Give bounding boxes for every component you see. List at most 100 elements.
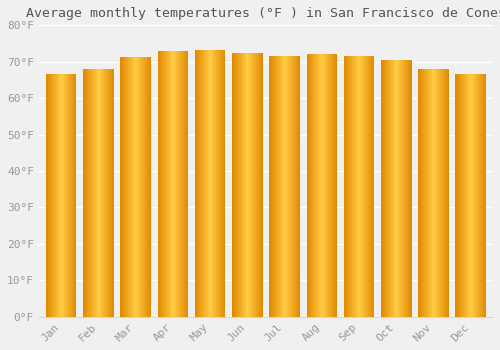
Bar: [311, 55, 312, 317]
Bar: [289, 56, 290, 317]
Bar: [145, 57, 146, 317]
Bar: [108, 69, 109, 317]
Bar: [69, 75, 70, 317]
Bar: [186, 51, 187, 317]
Bar: [173, 51, 174, 317]
Bar: [408, 60, 409, 317]
Bar: [213, 50, 214, 317]
Bar: [394, 60, 395, 317]
Bar: [352, 56, 353, 317]
Bar: [440, 69, 441, 317]
Bar: [177, 51, 178, 317]
Bar: [88, 69, 89, 317]
Bar: [334, 55, 335, 317]
Bar: [280, 56, 281, 317]
Bar: [270, 56, 271, 317]
Bar: [306, 55, 307, 317]
Bar: [482, 75, 483, 317]
Bar: [373, 56, 374, 317]
Bar: [99, 69, 100, 317]
Bar: [278, 56, 279, 317]
Bar: [171, 51, 172, 317]
Bar: [437, 69, 438, 317]
Bar: [441, 69, 442, 317]
Bar: [383, 60, 384, 317]
Bar: [180, 51, 181, 317]
Bar: [442, 69, 444, 317]
Bar: [49, 75, 50, 317]
Bar: [259, 52, 260, 317]
Bar: [395, 60, 396, 317]
Bar: [409, 60, 410, 317]
Bar: [359, 56, 360, 317]
Bar: [52, 75, 53, 317]
Bar: [135, 57, 136, 317]
Bar: [462, 75, 463, 317]
Bar: [369, 56, 370, 317]
Bar: [244, 52, 245, 317]
Bar: [216, 50, 217, 317]
Bar: [328, 55, 329, 317]
Bar: [478, 75, 480, 317]
Bar: [170, 51, 171, 317]
Bar: [349, 56, 350, 317]
Bar: [286, 56, 287, 317]
Bar: [92, 69, 93, 317]
Bar: [208, 50, 209, 317]
Bar: [98, 69, 99, 317]
Bar: [66, 75, 68, 317]
Bar: [464, 75, 465, 317]
Bar: [72, 75, 74, 317]
Bar: [48, 75, 49, 317]
Bar: [386, 60, 387, 317]
Bar: [172, 51, 173, 317]
Bar: [324, 55, 325, 317]
Bar: [400, 60, 401, 317]
Bar: [279, 56, 280, 317]
Bar: [181, 51, 182, 317]
Bar: [199, 50, 200, 317]
Bar: [242, 52, 243, 317]
Bar: [272, 56, 273, 317]
Bar: [364, 56, 365, 317]
Bar: [164, 51, 165, 317]
Bar: [360, 56, 361, 317]
Bar: [198, 50, 199, 317]
Bar: [107, 69, 108, 317]
Bar: [60, 75, 61, 317]
Bar: [148, 57, 149, 317]
Bar: [433, 69, 434, 317]
Bar: [401, 60, 402, 317]
Bar: [252, 52, 253, 317]
Bar: [402, 60, 403, 317]
Bar: [58, 75, 59, 317]
Bar: [217, 50, 218, 317]
Bar: [410, 60, 411, 317]
Bar: [382, 60, 383, 317]
Bar: [257, 52, 258, 317]
Bar: [54, 75, 55, 317]
Bar: [469, 75, 470, 317]
Bar: [397, 60, 398, 317]
Bar: [163, 51, 164, 317]
Bar: [426, 69, 427, 317]
Bar: [335, 55, 336, 317]
Bar: [179, 51, 180, 317]
Bar: [424, 69, 425, 317]
Bar: [144, 57, 145, 317]
Bar: [91, 69, 92, 317]
Bar: [428, 69, 429, 317]
Bar: [74, 75, 75, 317]
Bar: [158, 51, 159, 317]
Bar: [61, 75, 62, 317]
Bar: [101, 69, 102, 317]
Bar: [390, 60, 391, 317]
Bar: [121, 57, 122, 317]
Bar: [256, 52, 257, 317]
Bar: [123, 57, 124, 317]
Bar: [201, 50, 202, 317]
Bar: [458, 75, 459, 317]
Bar: [251, 52, 252, 317]
Bar: [456, 75, 458, 317]
Bar: [485, 75, 486, 317]
